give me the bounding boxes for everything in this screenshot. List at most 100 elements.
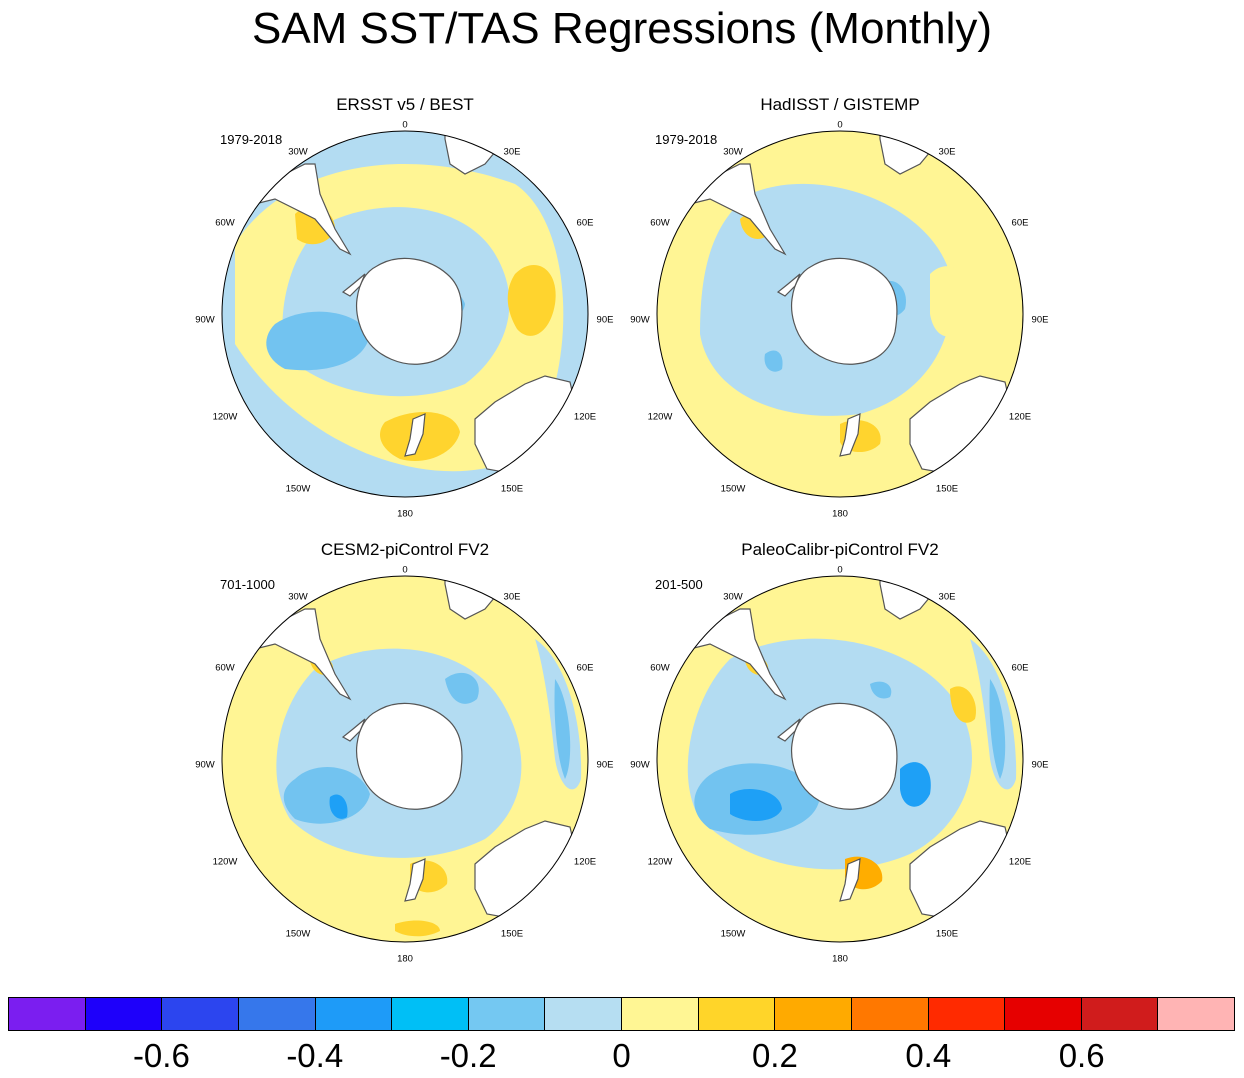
longitude-label: 150W xyxy=(720,483,746,495)
polar-map xyxy=(221,130,589,498)
longitude-label: 0 xyxy=(837,564,843,576)
longitude-label: 60E xyxy=(1011,217,1029,229)
anomaly-region xyxy=(930,266,972,337)
longitude-label: 180 xyxy=(832,953,848,965)
longitude-label: 150E xyxy=(935,928,959,940)
colorbar-tick-label: 0.4 xyxy=(905,1037,952,1074)
polar-map xyxy=(656,575,1024,943)
land-peninsula xyxy=(341,718,366,742)
colorbar-tick-label: 0 xyxy=(612,1037,631,1074)
longitude-label: 150W xyxy=(285,928,311,940)
colorbar-box xyxy=(315,998,393,1030)
land-samerica xyxy=(253,608,352,701)
land-peninsula xyxy=(776,273,801,297)
longitude-label: 30E xyxy=(938,591,956,603)
land-samerica xyxy=(688,608,787,701)
longitude-label: 120W xyxy=(212,411,238,423)
anomaly-region xyxy=(283,767,370,824)
land-nz xyxy=(839,413,861,457)
colorbar-box xyxy=(468,998,546,1030)
land-samerica xyxy=(688,163,787,256)
panel-period: 701-1000 xyxy=(220,577,275,592)
land-nz xyxy=(404,858,426,902)
anomaly-region xyxy=(445,672,479,704)
longitude-label: 30W xyxy=(288,146,308,158)
land-samerica xyxy=(253,163,352,256)
anomaly-region xyxy=(730,789,782,821)
colorbar-box xyxy=(1005,998,1082,1030)
panel-title: HadISST / GISTEMP xyxy=(760,95,920,114)
map-panel: ERSST v5 / BEST 1979-2018 0 30E 60E 90E 120E… xyxy=(195,92,613,522)
longitude-label: 120W xyxy=(647,411,673,423)
longitude-label: 90W xyxy=(630,314,650,326)
map-panel: CESM2-piControl FV2 701-1000 0 30E 60E 90E 1… xyxy=(195,537,613,967)
colorbar-box xyxy=(162,998,239,1030)
anomaly-region xyxy=(266,311,370,371)
map-content xyxy=(222,576,588,942)
longitude-label: 60W xyxy=(650,662,670,674)
longitude-label: 30W xyxy=(723,146,743,158)
land-peninsula xyxy=(341,273,366,297)
longitude-label: 60E xyxy=(576,217,594,229)
colorbar-box xyxy=(392,998,469,1030)
colorbar-box xyxy=(851,998,929,1030)
colorbar-tick-label: 0.6 xyxy=(1058,1037,1105,1074)
longitude-label: 90E xyxy=(1031,314,1049,326)
longitude-label: 120E xyxy=(573,856,597,868)
longitude-label: 120E xyxy=(1008,411,1032,423)
map-content xyxy=(222,131,588,497)
map-content xyxy=(657,131,1023,497)
colorbar-tick-label: 0.2 xyxy=(751,1037,798,1074)
land-nz xyxy=(839,858,861,902)
colorbar-box xyxy=(1081,998,1159,1030)
longitude-label: 150E xyxy=(500,483,524,495)
anomaly-region xyxy=(395,920,440,937)
polar-map xyxy=(221,575,589,943)
colorbar-box xyxy=(85,998,163,1030)
land-antarctica xyxy=(355,257,463,365)
colorbar-box xyxy=(775,998,852,1030)
colorbar-box xyxy=(9,998,86,1030)
longitude-label: 150W xyxy=(285,483,311,495)
longitude-label: 180 xyxy=(832,508,848,520)
colorbar-box xyxy=(698,998,776,1030)
colorbar-box xyxy=(622,998,699,1030)
longitude-label: 120W xyxy=(647,856,673,868)
longitude-label: 120W xyxy=(212,856,238,868)
anomaly-region xyxy=(764,350,783,372)
map-panel: HadISST / GISTEMP 1979-2018 0 30E 60E 90E 12… xyxy=(630,92,1048,522)
longitude-label: 60W xyxy=(215,662,235,674)
colorbar-box xyxy=(1158,998,1234,1030)
longitude-label: 90E xyxy=(596,314,614,326)
longitude-label: 150E xyxy=(935,483,959,495)
longitude-label: 30W xyxy=(288,591,308,603)
longitude-label: 90E xyxy=(596,759,614,771)
land-nz xyxy=(404,413,426,457)
longitude-label: 0 xyxy=(402,564,408,576)
colorbar-box xyxy=(545,998,622,1030)
longitude-label: 30E xyxy=(938,146,956,158)
panel-period: 1979-2018 xyxy=(220,132,283,147)
longitude-label: 0 xyxy=(402,119,408,131)
land-antarctica xyxy=(790,257,898,365)
longitude-label: 120E xyxy=(1008,856,1032,868)
longitude-label: 0 xyxy=(837,119,843,131)
land-antarctica xyxy=(790,702,898,810)
longitude-label: 180 xyxy=(397,953,413,965)
anomaly-region xyxy=(870,681,892,699)
longitude-label: 60W xyxy=(215,217,235,229)
longitude-label: 150E xyxy=(500,928,524,940)
map-content xyxy=(657,576,1023,942)
anomaly-region xyxy=(989,679,1006,779)
panel-period: 1979-2018 xyxy=(655,132,718,147)
colorbar xyxy=(8,997,1235,1031)
anomaly-region xyxy=(507,265,556,336)
map-border xyxy=(656,130,1024,498)
longitude-label: 120E xyxy=(573,411,597,423)
longitude-label: 90W xyxy=(630,759,650,771)
panel-title: ERSST v5 / BEST xyxy=(336,95,474,114)
land-antarctica xyxy=(355,702,463,810)
figure-title: SAM SST/TAS Regressions (Monthly) xyxy=(251,4,993,53)
longitude-label: 150W xyxy=(720,928,746,940)
land-peninsula xyxy=(776,718,801,742)
